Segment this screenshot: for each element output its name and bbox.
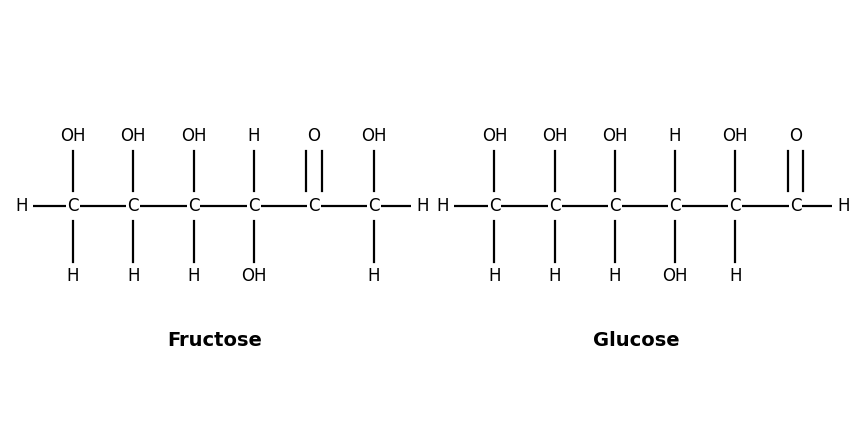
Text: OH: OH [361, 127, 387, 145]
Text: O: O [789, 127, 802, 145]
Text: OH: OH [120, 127, 146, 145]
Text: C: C [488, 197, 501, 215]
Text: H: H [15, 197, 28, 215]
Text: OH: OH [542, 127, 568, 145]
Text: C: C [729, 197, 741, 215]
Text: O: O [307, 127, 321, 145]
Text: C: C [669, 197, 681, 215]
Text: C: C [789, 197, 802, 215]
Text: OH: OH [60, 127, 86, 145]
Text: H: H [436, 197, 449, 215]
Text: H: H [127, 267, 139, 286]
Text: Fructose: Fructose [168, 331, 262, 350]
Text: H: H [187, 267, 200, 286]
Text: C: C [368, 197, 380, 215]
Text: H: H [248, 127, 260, 145]
Text: C: C [127, 197, 139, 215]
Text: OH: OH [662, 267, 688, 286]
Text: C: C [308, 197, 320, 215]
Text: Glucose: Glucose [593, 331, 679, 350]
Text: H: H [488, 267, 501, 286]
Text: C: C [609, 197, 621, 215]
Text: H: H [729, 267, 741, 286]
Text: OH: OH [722, 127, 748, 145]
Text: OH: OH [181, 127, 206, 145]
Text: H: H [609, 267, 621, 286]
Text: H: H [838, 197, 851, 215]
Text: OH: OH [241, 267, 267, 286]
Text: H: H [549, 267, 561, 286]
Text: H: H [669, 127, 681, 145]
Text: OH: OH [602, 127, 628, 145]
Text: C: C [248, 197, 260, 215]
Text: C: C [187, 197, 200, 215]
Text: H: H [416, 197, 429, 215]
Text: H: H [67, 267, 79, 286]
Text: C: C [549, 197, 561, 215]
Text: H: H [368, 267, 380, 286]
Text: C: C [67, 197, 79, 215]
Text: OH: OH [482, 127, 507, 145]
